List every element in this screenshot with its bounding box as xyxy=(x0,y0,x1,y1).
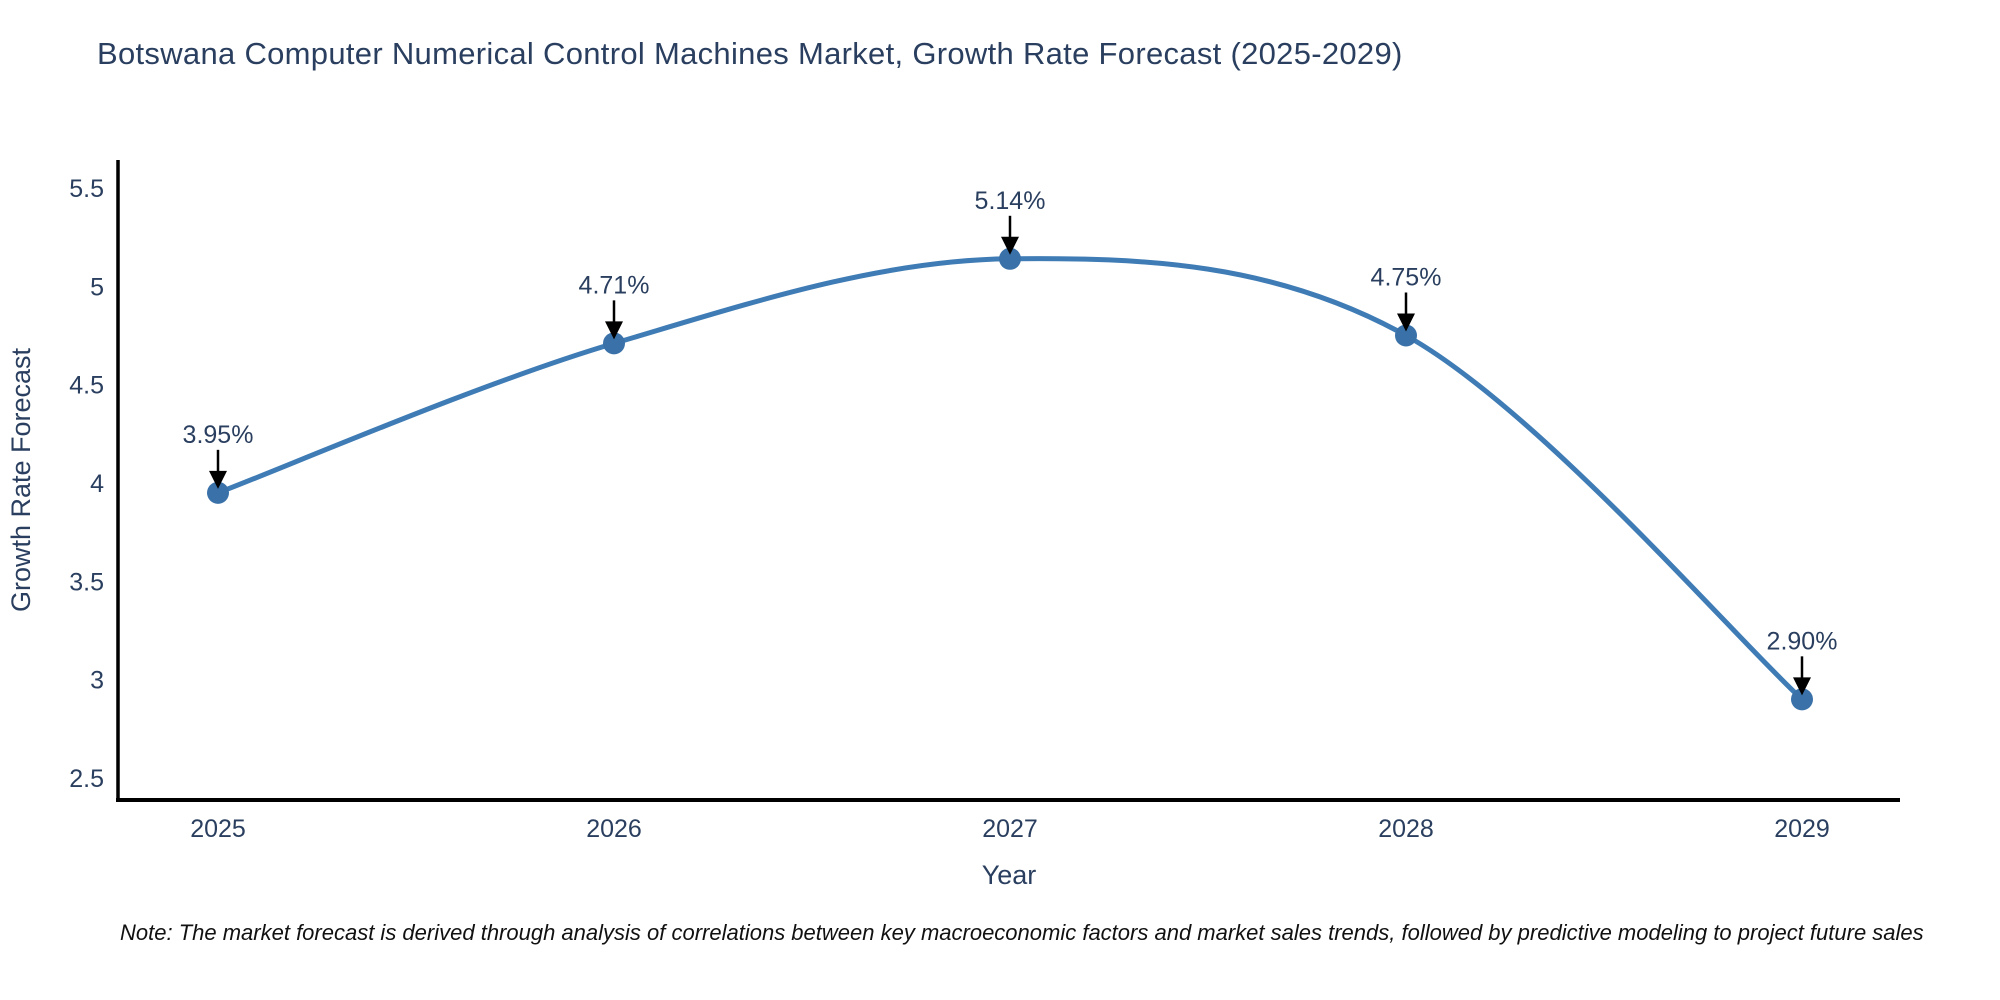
x-tick-label: 2029 xyxy=(1774,815,1830,843)
data-point-label: 2.90% xyxy=(1767,627,1838,655)
growth-rate-line xyxy=(215,256,1805,702)
data-point-label: 4.71% xyxy=(579,271,650,299)
y-tick-label: 4 xyxy=(90,470,104,498)
annotation-arrow-head xyxy=(605,321,623,340)
annotation-arrow-head xyxy=(1397,313,1415,332)
data-point-label: 5.14% xyxy=(975,187,1046,215)
data-point-marker-2029 xyxy=(1791,688,1813,711)
x-tick-label: 2027 xyxy=(982,815,1038,843)
chart-title: Botswana Computer Numerical Control Mach… xyxy=(97,36,1403,71)
y-tick-label: 5 xyxy=(90,273,104,301)
data-point-label: 4.75% xyxy=(1371,264,1442,292)
y-tick-label: 4.5 xyxy=(69,372,104,400)
data-point-marker-2025 xyxy=(207,481,229,504)
x-axis-title: Year xyxy=(982,860,1037,890)
x-tick-label: 2028 xyxy=(1378,815,1434,843)
data-point-marker-2027 xyxy=(999,247,1021,270)
annotation-arrow-head xyxy=(1001,236,1019,255)
footnote: Note: The market forecast is derived thr… xyxy=(120,920,1924,945)
annotation-arrow-head xyxy=(1793,677,1811,696)
y-tick-label: 5.5 xyxy=(69,175,104,203)
y-tick-label: 3.5 xyxy=(69,568,104,596)
data-point-marker-2026 xyxy=(603,332,625,355)
x-tick-label: 2025 xyxy=(190,815,246,843)
y-axis-title: Growth Rate Forecast xyxy=(6,347,36,612)
annotation-arrow-head xyxy=(209,470,227,489)
data-point-label: 3.95% xyxy=(183,421,254,449)
y-tick-label: 2.5 xyxy=(69,765,104,793)
x-tick-label: 2026 xyxy=(586,815,642,843)
data-point-marker-2028 xyxy=(1395,324,1417,347)
y-tick-label: 3 xyxy=(90,667,104,695)
